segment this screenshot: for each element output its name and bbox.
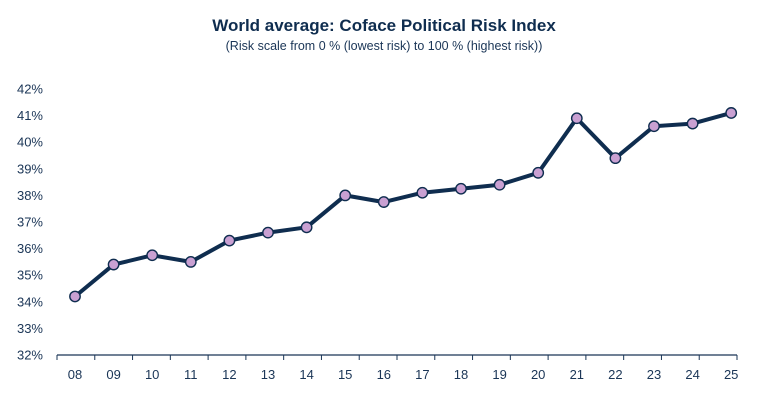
x-tick-label: 16 bbox=[377, 367, 391, 382]
y-tick-label: 41% bbox=[17, 108, 43, 123]
x-tick-label: 09 bbox=[106, 367, 120, 382]
data-point bbox=[146, 249, 159, 262]
data-point bbox=[377, 196, 390, 208]
x-tick-label: 17 bbox=[415, 367, 429, 382]
y-tick-label: 37% bbox=[17, 215, 43, 230]
x-tick-label: 08 bbox=[68, 367, 82, 382]
x-tick-label: 12 bbox=[222, 367, 236, 382]
x-tick-label: 13 bbox=[261, 367, 275, 382]
y-tick-label: 36% bbox=[17, 241, 43, 256]
y-tick-label: 35% bbox=[17, 268, 43, 283]
x-tick-label: 19 bbox=[492, 367, 506, 382]
x-tick-label: 23 bbox=[647, 367, 661, 382]
data-point bbox=[493, 178, 506, 191]
data-point bbox=[69, 290, 81, 303]
data-point bbox=[184, 255, 197, 268]
data-point bbox=[686, 117, 699, 130]
x-tick-label: 25 bbox=[724, 367, 738, 382]
data-point bbox=[416, 186, 429, 199]
chart-subtitle: (Risk scale from 0 % (lowest risk) to 10… bbox=[225, 39, 543, 53]
data-point bbox=[262, 226, 274, 239]
x-axis bbox=[56, 354, 738, 360]
series-line bbox=[73, 110, 734, 299]
x-tick-label: 24 bbox=[685, 367, 699, 382]
series-line-group bbox=[73, 110, 734, 299]
x-tick-label: 11 bbox=[184, 367, 198, 382]
data-point bbox=[107, 258, 120, 271]
y-tick-label: 32% bbox=[17, 348, 43, 363]
y-tick-label: 34% bbox=[17, 294, 43, 309]
data-point bbox=[223, 234, 236, 247]
x-tick-label: 14 bbox=[299, 367, 313, 382]
x-axis-labels: 08 09 10 11 12 13 14 15 16 17 18 19 20 21 22 23 24 25 bbox=[68, 367, 739, 382]
data-point bbox=[609, 152, 622, 165]
x-tick-label: 22 bbox=[608, 367, 622, 382]
data-point bbox=[648, 120, 660, 133]
data-point bbox=[455, 182, 467, 195]
chart-title: World average: Coface Political Risk Ind… bbox=[212, 16, 556, 35]
data-point bbox=[300, 221, 313, 234]
x-tick-label: 18 bbox=[454, 367, 468, 382]
x-tick-label: 20 bbox=[531, 367, 545, 382]
data-point bbox=[339, 189, 352, 202]
y-tick-label: 33% bbox=[17, 321, 43, 336]
data-points bbox=[69, 107, 738, 303]
y-tick-label: 42% bbox=[17, 82, 43, 97]
data-point bbox=[532, 166, 545, 179]
data-point bbox=[725, 107, 738, 119]
x-tick-label: 21 bbox=[570, 367, 584, 382]
y-tick-label: 38% bbox=[17, 188, 43, 203]
y-axis-labels: 32% 33% 34% 35% 36% 37% 38% 39% 40% 41% 42% bbox=[17, 82, 43, 363]
x-tick-label: 10 bbox=[145, 367, 159, 382]
y-tick-label: 39% bbox=[17, 161, 43, 176]
data-point bbox=[570, 112, 583, 125]
x-tick-label: 15 bbox=[338, 367, 352, 382]
y-tick-label: 40% bbox=[17, 135, 43, 150]
